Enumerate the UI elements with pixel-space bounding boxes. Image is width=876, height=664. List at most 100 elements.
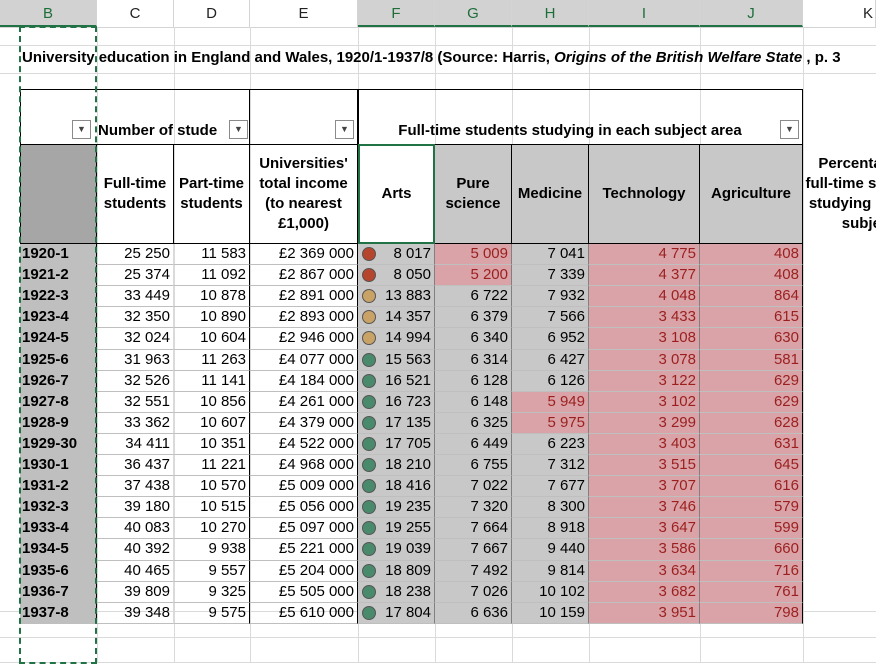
arts-cell[interactable]: 19 235	[358, 497, 435, 518]
column-header-g[interactable]: G	[435, 0, 512, 27]
income-cell[interactable]: £4 379 000	[250, 413, 358, 434]
full-time-cell[interactable]: 32 551	[97, 392, 174, 413]
technology-cell[interactable]: 3 102	[589, 392, 700, 413]
pure-science-cell[interactable]: 7 026	[435, 582, 512, 603]
header-arts-active-cell[interactable]: Arts	[358, 144, 435, 244]
technology-cell[interactable]: 3 951	[589, 603, 700, 624]
pure-science-cell[interactable]: 7 320	[435, 497, 512, 518]
arts-cell[interactable]: 8 050	[358, 265, 435, 286]
technology-cell[interactable]: 3 299	[589, 413, 700, 434]
arts-cell[interactable]: 17 804	[358, 603, 435, 624]
arts-cell[interactable]: 16 723	[358, 392, 435, 413]
part-time-cell[interactable]: 11 263	[174, 350, 250, 371]
income-cell[interactable]: £4 522 000	[250, 434, 358, 455]
part-time-cell[interactable]: 10 515	[174, 497, 250, 518]
column-header-k[interactable]: K	[803, 0, 876, 27]
year-cell[interactable]: 1930-1	[20, 455, 97, 476]
medicine-cell[interactable]: 10 159	[512, 603, 589, 624]
arts-cell[interactable]: 18 238	[358, 582, 435, 603]
year-cell[interactable]: 1925-6	[20, 350, 97, 371]
income-cell[interactable]: £2 893 000	[250, 307, 358, 328]
income-cell[interactable]: £2 867 000	[250, 265, 358, 286]
arts-cell[interactable]: 14 357	[358, 307, 435, 328]
year-cell[interactable]: 1920-1	[20, 244, 97, 265]
agriculture-cell[interactable]: 629	[700, 392, 803, 413]
income-cell[interactable]: £4 261 000	[250, 392, 358, 413]
medicine-cell[interactable]: 9 814	[512, 561, 589, 582]
agriculture-cell[interactable]: 645	[700, 455, 803, 476]
technology-cell[interactable]: 3 634	[589, 561, 700, 582]
arts-cell[interactable]: 19 255	[358, 518, 435, 539]
medicine-cell[interactable]: 5 975	[512, 413, 589, 434]
column-header-i[interactable]: I	[589, 0, 700, 27]
full-time-cell[interactable]: 39 348	[97, 603, 174, 624]
arts-cell[interactable]: 16 521	[358, 371, 435, 392]
medicine-cell[interactable]: 7 932	[512, 286, 589, 307]
pure-science-cell[interactable]: 6 636	[435, 603, 512, 624]
agriculture-cell[interactable]: 798	[700, 603, 803, 624]
year-cell[interactable]: 1923-4	[20, 307, 97, 328]
year-cell[interactable]: 1935-6	[20, 561, 97, 582]
technology-cell[interactable]: 3 515	[589, 455, 700, 476]
medicine-cell[interactable]: 5 949	[512, 392, 589, 413]
full-time-cell[interactable]: 33 362	[97, 413, 174, 434]
income-cell[interactable]: £5 221 000	[250, 539, 358, 561]
part-time-cell[interactable]: 10 604	[174, 328, 250, 350]
part-time-cell[interactable]: 10 856	[174, 392, 250, 413]
medicine-cell[interactable]: 6 427	[512, 350, 589, 371]
part-time-cell[interactable]: 11 092	[174, 265, 250, 286]
technology-cell[interactable]: 4 775	[589, 244, 700, 265]
agriculture-cell[interactable]: 581	[700, 350, 803, 371]
agriculture-cell[interactable]: 579	[700, 497, 803, 518]
pure-science-cell[interactable]: 6 449	[435, 434, 512, 455]
technology-cell[interactable]: 3 108	[589, 328, 700, 350]
income-cell[interactable]: £4 077 000	[250, 350, 358, 371]
medicine-cell[interactable]: 8 300	[512, 497, 589, 518]
pure-science-cell[interactable]: 7 492	[435, 561, 512, 582]
filter-dropdown-icon[interactable]: ▼	[72, 120, 91, 139]
technology-cell[interactable]: 3 586	[589, 539, 700, 561]
full-time-cell[interactable]: 40 465	[97, 561, 174, 582]
income-cell[interactable]: £5 009 000	[250, 476, 358, 497]
full-time-cell[interactable]: 32 024	[97, 328, 174, 350]
agriculture-cell[interactable]: 761	[700, 582, 803, 603]
pure-science-cell[interactable]: 6 314	[435, 350, 512, 371]
column-header-j[interactable]: J	[700, 0, 803, 27]
technology-cell[interactable]: 3 433	[589, 307, 700, 328]
medicine-cell[interactable]: 6 952	[512, 328, 589, 350]
medicine-cell[interactable]: 7 041	[512, 244, 589, 265]
arts-cell[interactable]: 14 994	[358, 328, 435, 350]
pure-science-cell[interactable]: 7 664	[435, 518, 512, 539]
arts-cell[interactable]: 17 135	[358, 413, 435, 434]
pure-science-cell[interactable]: 6 722	[435, 286, 512, 307]
full-time-cell[interactable]: 40 392	[97, 539, 174, 561]
arts-cell[interactable]: 15 563	[358, 350, 435, 371]
part-time-cell[interactable]: 10 570	[174, 476, 250, 497]
part-time-cell[interactable]: 10 878	[174, 286, 250, 307]
arts-cell[interactable]: 13 883	[358, 286, 435, 307]
medicine-cell[interactable]: 7 566	[512, 307, 589, 328]
medicine-cell[interactable]: 6 126	[512, 371, 589, 392]
agriculture-cell[interactable]: 631	[700, 434, 803, 455]
year-cell[interactable]: 1926-7	[20, 371, 97, 392]
year-cell[interactable]: 1934-5	[20, 539, 97, 561]
part-time-cell[interactable]: 11 141	[174, 371, 250, 392]
pure-science-cell[interactable]: 6 325	[435, 413, 512, 434]
filter-dropdown-icon[interactable]: ▼	[780, 120, 799, 139]
part-time-cell[interactable]: 11 221	[174, 455, 250, 476]
column-header-f[interactable]: F	[358, 0, 435, 27]
agriculture-cell[interactable]: 629	[700, 371, 803, 392]
pure-science-cell[interactable]: 6 340	[435, 328, 512, 350]
agriculture-cell[interactable]: 616	[700, 476, 803, 497]
arts-cell[interactable]: 19 039	[358, 539, 435, 561]
medicine-cell[interactable]: 7 339	[512, 265, 589, 286]
full-time-cell[interactable]: 33 449	[97, 286, 174, 307]
arts-cell[interactable]: 8 017	[358, 244, 435, 265]
technology-cell[interactable]: 4 048	[589, 286, 700, 307]
arts-cell[interactable]: 18 416	[358, 476, 435, 497]
pure-science-cell[interactable]: 6 148	[435, 392, 512, 413]
year-cell[interactable]: 1933-4	[20, 518, 97, 539]
arts-cell[interactable]: 18 809	[358, 561, 435, 582]
part-time-cell[interactable]: 9 575	[174, 603, 250, 624]
income-cell[interactable]: £4 184 000	[250, 371, 358, 392]
